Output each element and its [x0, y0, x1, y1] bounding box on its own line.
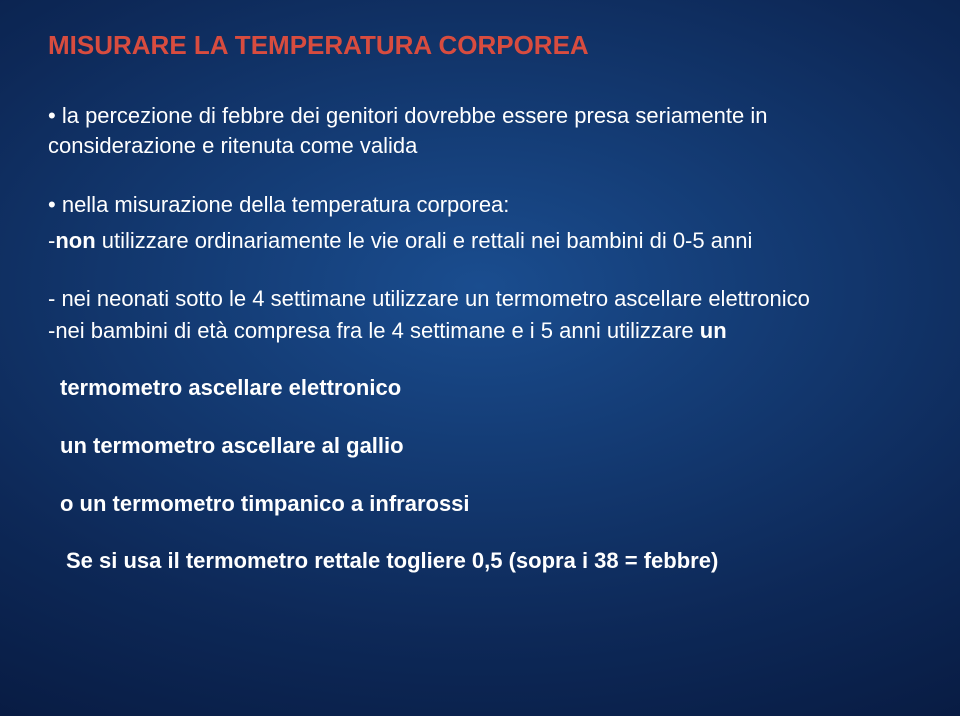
opt3-a: o un	[60, 491, 113, 516]
sub-item-2: - nei neonati sotto le 4 settimane utili…	[48, 284, 912, 314]
bullet-2: nella misurazione della temperatura corp…	[48, 190, 912, 220]
sub3-b: un	[700, 318, 727, 343]
opt2-b: termometro ascellare al gallio	[93, 433, 404, 458]
opt3-b: termometro timpanico a infrarossi	[113, 491, 470, 516]
option-2: un termometro ascellare al gallio	[60, 431, 912, 461]
opt1-text: termometro ascellare elettronico	[60, 375, 401, 400]
opt2-a: un	[60, 433, 93, 458]
slide-title: MISURARE LA TEMPERATURA CORPOREA	[48, 28, 912, 63]
option-1: termometro ascellare elettronico	[60, 373, 912, 403]
sub1-rest: utilizzare ordinariamente le vie orali e…	[96, 228, 753, 253]
bullet-1: la percezione di febbre dei genitori dov…	[48, 101, 912, 160]
sub-item-3: -nei bambini di età compresa fra le 4 se…	[48, 316, 912, 346]
sub-item-1: -non utilizzare ordinariamente le vie or…	[48, 226, 912, 256]
note-line: Se si usa il termometro rettale togliere…	[66, 546, 912, 576]
sub1-bold: non	[55, 228, 95, 253]
option-3: o un termometro timpanico a infrarossi	[60, 489, 912, 519]
sub3-a: -nei bambini di età compresa fra le 4 se…	[48, 318, 700, 343]
